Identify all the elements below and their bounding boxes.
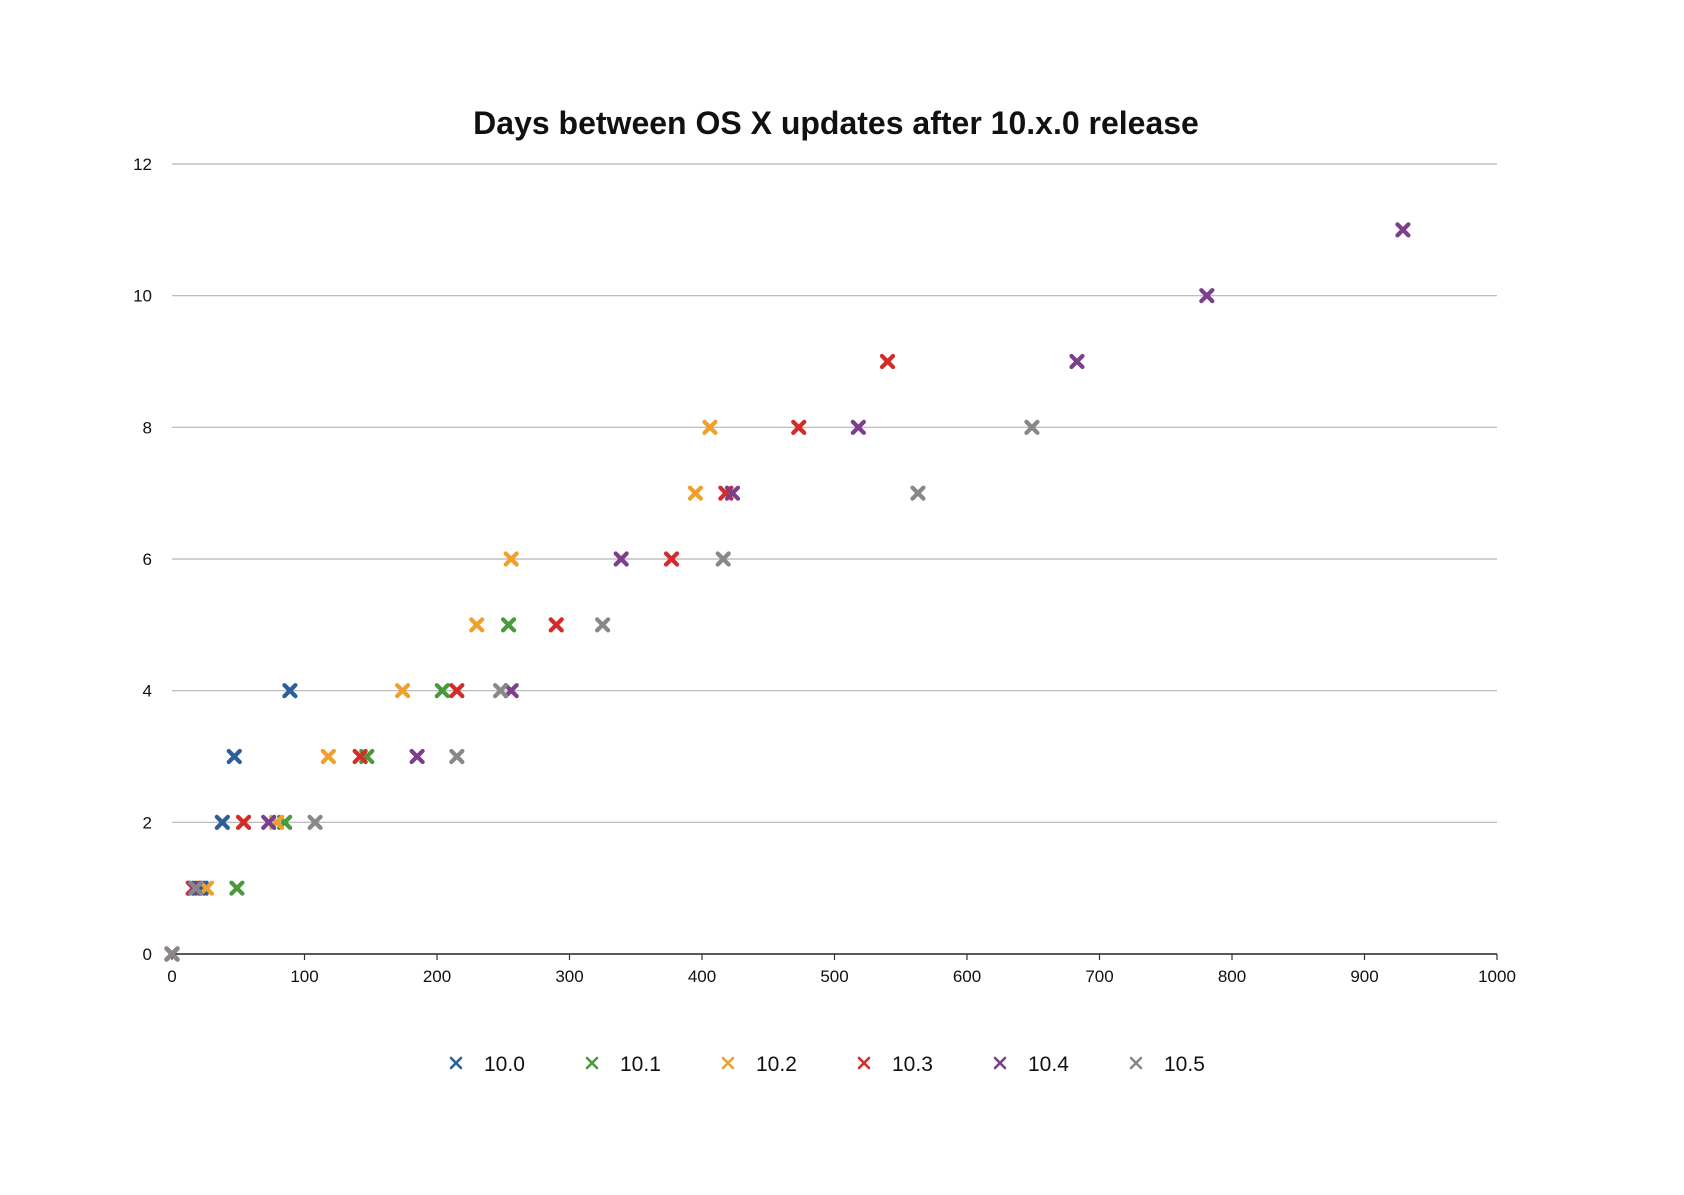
data-point (1024, 419, 1040, 435)
y-tick-label: 6 (143, 550, 152, 569)
data-point (226, 748, 242, 765)
data-point (791, 419, 807, 435)
y-tick-label: 12 (133, 155, 152, 174)
data-point (1395, 222, 1411, 238)
data-point (449, 748, 465, 765)
data-point (715, 551, 731, 567)
data-point (1199, 288, 1215, 304)
data-point (910, 485, 926, 501)
data-point (469, 617, 485, 633)
data-point (229, 880, 245, 896)
data-point (548, 617, 564, 633)
data-point (503, 683, 519, 699)
x-tick-label: 900 (1350, 967, 1378, 986)
data-point (500, 617, 517, 633)
data-point (493, 683, 509, 699)
x-tick-label: 800 (1218, 967, 1246, 986)
data-point (164, 946, 180, 962)
data-point (687, 485, 703, 501)
x-tick-label: 0 (167, 967, 176, 986)
data-point (214, 814, 230, 830)
legend-item: 10.5 (1129, 1053, 1205, 1076)
data-point (188, 880, 204, 896)
legend-label: 10.1 (620, 1053, 661, 1076)
data-point (850, 419, 866, 435)
data-point (235, 814, 252, 830)
axes: 0 2 4 6 8 10 12 0 100 200 300 400 500 600 700 800 900 100… (133, 155, 1516, 986)
y-tick-label: 4 (143, 682, 152, 701)
x-tick-label: 100 (290, 967, 318, 986)
legend-label: 10.4 (1028, 1053, 1069, 1076)
series-10-5 (164, 419, 1040, 962)
legend-label: 10.0 (484, 1053, 525, 1076)
data-point (702, 419, 718, 435)
x-tick-label: 600 (953, 967, 981, 986)
series-10-1 (164, 617, 517, 962)
series-10-4 (164, 222, 1411, 962)
data-point (282, 683, 298, 699)
data-point (320, 748, 336, 765)
data-point (1069, 353, 1085, 370)
data-point (352, 748, 368, 765)
legend-item: 10.3 (857, 1053, 933, 1076)
legend-x-icon (993, 1056, 1007, 1070)
data-point (595, 617, 611, 633)
x-tick-label: 300 (555, 967, 583, 986)
legend-item: 10.2 (721, 1053, 797, 1076)
legend-label: 10.5 (1164, 1053, 1205, 1076)
x-tick-label: 200 (423, 967, 451, 986)
legend-label: 10.2 (756, 1053, 797, 1076)
legend-x-icon (1129, 1056, 1143, 1070)
data-points (164, 222, 1411, 962)
data-point (879, 353, 896, 370)
x-tick-label: 400 (688, 967, 716, 986)
chart-title: Days between OS X updates after 10.x.0 r… (473, 105, 1199, 141)
legend-item: 10.0 (449, 1053, 525, 1076)
data-point (503, 551, 519, 567)
legend-item: 10.1 (585, 1053, 661, 1076)
legend-item: 10.4 (993, 1053, 1069, 1076)
data-point (261, 814, 277, 830)
legend-x-icon (857, 1056, 871, 1070)
y-tick-label: 0 (143, 945, 152, 964)
data-point (663, 551, 680, 567)
legend-x-icon (721, 1056, 735, 1070)
gridlines (172, 163, 1497, 823)
series-10-3 (164, 353, 896, 962)
data-point (394, 683, 411, 699)
x-tick-label: 700 (1085, 967, 1113, 986)
data-point (613, 551, 629, 567)
y-tick-label: 8 (143, 418, 152, 437)
data-point (307, 814, 323, 830)
legend-x-icon (585, 1056, 599, 1070)
legend: 10.0 10.1 10.2 10.3 10.4 10.5 (449, 1053, 1205, 1076)
legend-x-icon (449, 1056, 463, 1070)
y-tick-label: 2 (143, 813, 152, 832)
legend-label: 10.3 (892, 1053, 933, 1076)
data-point (449, 683, 465, 699)
data-point (724, 485, 741, 501)
y-tick-label: 10 (133, 287, 152, 306)
data-point (434, 683, 450, 699)
data-point (409, 748, 425, 765)
data-point (198, 880, 215, 896)
x-tick-label: 1000 (1478, 967, 1516, 986)
x-tick-label: 500 (820, 967, 848, 986)
